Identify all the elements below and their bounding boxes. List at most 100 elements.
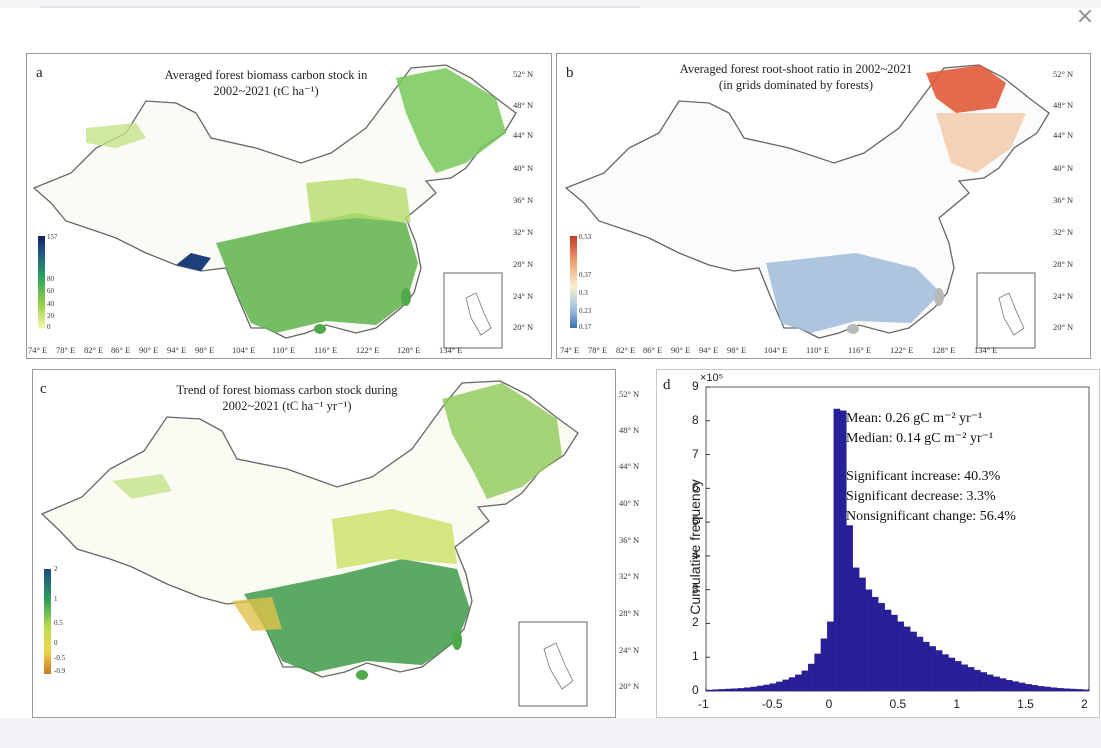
panel-d-letter: d <box>663 377 671 393</box>
lon-label: 110° E <box>806 345 830 355</box>
lat-label: 44° N <box>513 130 534 140</box>
x-tick-label: -0.5 <box>761 697 783 711</box>
cb-tick: 80 <box>47 275 54 283</box>
histogram-bar <box>1025 684 1032 692</box>
histogram-bar <box>910 631 917 692</box>
lon-label: 94° E <box>167 345 187 355</box>
lat-label: 28° N <box>619 608 640 618</box>
histogram-bar <box>865 589 873 692</box>
lat-label: 40° N <box>1053 163 1074 173</box>
lon-label: 90° E <box>671 345 691 355</box>
lon-label: 98° E <box>195 345 215 355</box>
lon-label: 78° E <box>588 345 608 355</box>
lat-label: 24° N <box>1053 291 1074 301</box>
histogram-bar <box>871 596 879 692</box>
panel-c-title-line1: Trend of forest biomass carbon stock dur… <box>176 383 398 397</box>
histogram-bar <box>961 664 968 692</box>
panel-b-map <box>556 53 1091 359</box>
histogram-bar <box>967 667 975 692</box>
histogram-bar <box>814 653 822 692</box>
lon-label: 122° E <box>890 345 914 355</box>
panel-a: a Averaged forest biomass carbon stock i… <box>26 53 552 359</box>
histogram-bar <box>922 641 930 692</box>
histogram-bar <box>1031 685 1039 692</box>
lat-label: 52° N <box>1053 69 1074 79</box>
lat-label: 20° N <box>619 681 640 691</box>
histogram-bar <box>846 525 853 692</box>
lon-label: 116° E <box>848 345 872 355</box>
lon-label: 116° E <box>314 345 338 355</box>
histogram-bar <box>973 669 981 692</box>
x-tick-label: 1.5 <box>1017 697 1034 711</box>
panel-b-title-line2: (in grids dominated by forests) <box>718 78 874 92</box>
lon-label: 110° E <box>272 345 296 355</box>
y-tick-label: 8 <box>692 412 699 427</box>
lat-label: 32° N <box>513 227 534 237</box>
cb-tick: 0.3 <box>579 289 588 297</box>
histogram-bar <box>807 663 815 692</box>
lon-label: 128° E <box>397 345 421 355</box>
cb-tick: 0 <box>54 639 58 647</box>
x-tick-label: 0.5 <box>889 697 907 711</box>
lon-label: 94° E <box>699 345 719 355</box>
histogram-bar <box>1044 686 1051 692</box>
lat-label: 28° N <box>1053 259 1074 269</box>
lon-label: 74° E <box>560 345 580 355</box>
histogram-bar <box>1005 680 1013 692</box>
histogram-bar <box>776 681 783 692</box>
china-outline-b <box>564 64 1050 339</box>
histogram-bar <box>788 677 796 692</box>
histogram-bar <box>801 670 809 692</box>
histogram-bar <box>718 689 726 692</box>
stat-mean: Mean: 0.26 gC m⁻² yr⁻¹ <box>846 411 983 426</box>
lat-label: 44° N <box>1053 130 1074 140</box>
histogram-bar <box>897 621 905 692</box>
panel-b-letter: b <box>566 65 574 81</box>
histogram-bar <box>993 676 1000 692</box>
lat-label: 36° N <box>1053 195 1074 205</box>
panel-a-title-line1: Averaged forest biomass carbon stock in <box>164 68 368 82</box>
histogram-bar <box>769 683 777 692</box>
lon-label: 104° E <box>232 345 256 355</box>
histogram-bar <box>820 638 828 692</box>
figure: a Averaged forest biomass carbon stock i… <box>26 53 1100 718</box>
histogram-bar <box>705 689 713 692</box>
histogram-bar <box>1082 689 1090 692</box>
cb-tick: 0.17 <box>579 323 592 331</box>
lat-label: 20° N <box>513 322 534 332</box>
histogram-bar <box>833 408 841 692</box>
cb-tick: 60 <box>47 287 54 295</box>
cb-tick: 0.5 <box>54 619 63 627</box>
lon-label: 90° E <box>139 345 159 355</box>
cb-tick: 1 <box>54 595 58 603</box>
lon-label: 98° E <box>727 345 747 355</box>
panel-a-letter: a <box>36 65 43 81</box>
x-tick-label: -1 <box>698 697 709 711</box>
histogram-bar <box>737 688 745 692</box>
y-tick-label: 4 <box>692 547 699 562</box>
lon-label: 104° E <box>764 345 788 355</box>
histogram-bar <box>852 567 860 692</box>
y-tick-label: 6 <box>692 480 699 495</box>
panel-b-title-line1: Averaged forest root-shoot ratio in 2002… <box>679 62 913 76</box>
top-divider <box>40 6 640 8</box>
histogram-bars <box>705 408 1090 692</box>
lon-label: 82° E <box>616 345 636 355</box>
histogram-bar <box>986 674 994 692</box>
panel-c-map <box>32 369 616 718</box>
histogram-bar <box>948 657 956 692</box>
histogram-bar <box>744 687 751 692</box>
lat-label: 40° N <box>619 498 640 508</box>
close-icon[interactable]: × <box>1075 4 1095 29</box>
lon-label: 78° E <box>56 345 76 355</box>
y-scale-label: ×10⁵ <box>700 372 724 384</box>
lon-label: 122° E <box>356 345 380 355</box>
top-bar <box>0 0 1101 8</box>
histogram-bar <box>929 646 936 692</box>
x-tick-label: 1 <box>953 697 961 711</box>
histogram-bar <box>1050 687 1058 692</box>
histogram-bar <box>1076 689 1083 692</box>
histogram-bar <box>731 688 739 692</box>
y-tick-label: 2 <box>692 615 699 630</box>
lat-label: 32° N <box>1053 227 1074 237</box>
